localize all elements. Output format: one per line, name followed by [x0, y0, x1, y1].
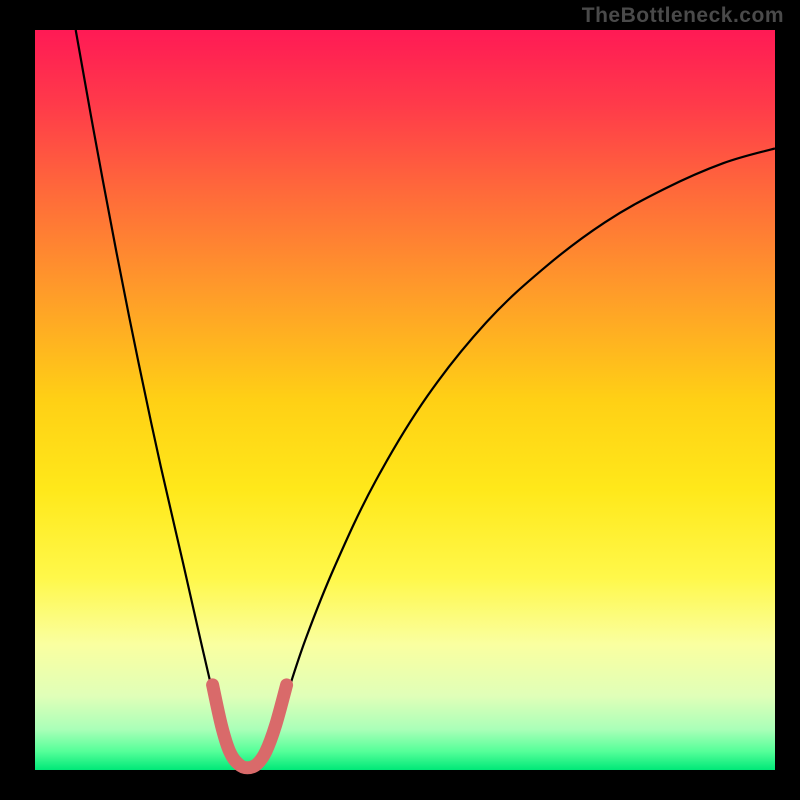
watermark-text: TheBottleneck.com [582, 4, 784, 28]
bottleneck-chart [0, 0, 800, 800]
